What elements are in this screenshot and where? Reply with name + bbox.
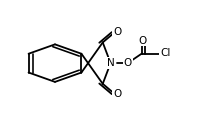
Text: O: O (139, 36, 147, 46)
Text: O: O (113, 27, 121, 37)
Text: O: O (113, 89, 121, 99)
Text: N: N (107, 58, 115, 68)
Text: O: O (124, 58, 132, 68)
Text: Cl: Cl (160, 48, 170, 58)
